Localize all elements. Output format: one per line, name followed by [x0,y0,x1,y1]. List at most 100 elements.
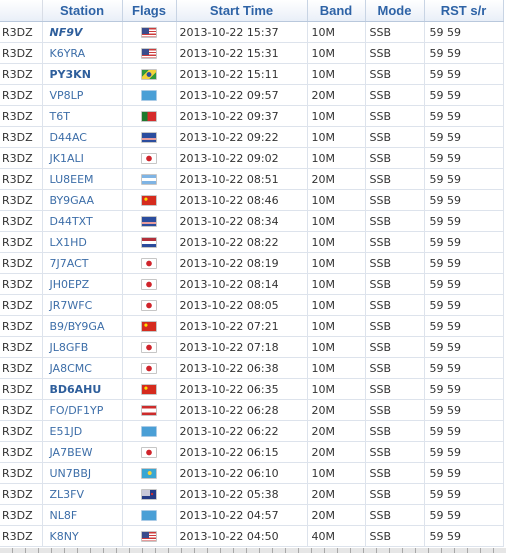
operator-callsign: R3DZ [0,273,43,295]
rst-report: 59 59 [424,378,504,400]
station-link[interactable]: D44TXT [49,214,93,228]
brazil-flag-icon [141,69,157,80]
station-link[interactable]: VP8LP [49,88,84,102]
flag-cell [122,210,177,232]
station-link[interactable]: PY3KN [49,67,91,81]
rst-report: 59 59 [424,462,504,484]
start-time: 2013-10-22 08:14 [176,273,308,295]
operator-callsign: R3DZ [0,504,43,526]
start-time: 2013-10-22 06:28 [176,399,308,421]
operator-callsign: R3DZ [0,462,43,484]
flag-cell [122,483,177,505]
argentina-flag-icon [141,174,157,185]
operator-callsign: R3DZ [0,525,43,547]
station-link[interactable]: JH0EPZ [49,277,90,291]
station-link[interactable]: K6YRA [49,46,86,60]
us-flag-icon [141,48,157,59]
station-link[interactable]: K8NY [49,529,79,543]
station-link[interactable]: UN7BBJ [49,466,92,480]
station-link[interactable]: BD6AHU [49,382,102,396]
mode: SSB [365,462,425,484]
mode: SSB [365,168,425,190]
band: 10M [307,105,366,127]
station-link[interactable]: JL8GFB [49,340,89,354]
header-mode[interactable]: Mode [365,0,425,22]
operator-callsign: R3DZ [0,336,43,358]
rst-report: 59 59 [424,168,504,190]
station-link[interactable]: JA8CMC [49,361,92,375]
mode: SSB [365,252,425,274]
station-cell: JR7WFC [42,294,123,316]
station-cell: JA7BEW [42,441,123,463]
station-cell: NL8F [42,504,123,526]
start-time: 2013-10-22 06:10 [176,462,308,484]
station-cell: PY3KN [42,63,123,85]
operator-callsign: R3DZ [0,105,43,127]
start-time: 2013-10-22 04:57 [176,504,308,526]
operator-callsign: R3DZ [0,84,43,106]
horizontal-scrollbar[interactable] [0,548,506,553]
station-link[interactable]: ZL3FV [49,487,85,501]
flag-cell [122,42,177,64]
station-link[interactable]: NL8F [49,508,78,522]
station-cell: LU8EEM [42,168,123,190]
station-link[interactable]: D44AC [49,130,87,144]
station-cell: JA8CMC [42,357,123,379]
station-link[interactable]: FO/DF1YP [49,403,104,417]
station-cell: VP8LP [42,84,123,106]
station-link[interactable]: T6T [49,109,70,123]
mode: SSB [365,21,425,43]
flag-cell [122,378,177,400]
station-cell: E51JD [42,420,123,442]
flag-cell [122,231,177,253]
operator-callsign: R3DZ [0,189,43,211]
band: 10M [307,42,366,64]
station-link[interactable]: E51JD [49,424,83,438]
table-row: R3DZ D44TXT 2013-10-22 08:34 10M SSB 59 59 [0,210,504,232]
station-link[interactable]: LU8EEM [49,172,94,186]
station-link[interactable]: 7J7ACT [49,256,89,270]
start-time: 2013-10-22 07:18 [176,336,308,358]
operator-callsign: R3DZ [0,63,43,85]
operator-callsign: R3DZ [0,252,43,274]
band: 10M [307,21,366,43]
flag-cell [122,105,177,127]
china-flag-icon [141,321,157,332]
flag-cell [122,252,177,274]
header-station[interactable]: Station [42,0,123,22]
station-link[interactable]: JA7BEW [49,445,93,459]
band: 10M [307,231,366,253]
band: 10M [307,462,366,484]
table-header-row: Station Flags Start Time Band Mode RST s… [0,0,504,22]
station-link[interactable]: JR7WFC [49,298,93,312]
table-row: R3DZ NF9V 2013-10-22 15:37 10M SSB 59 59 [0,21,504,43]
station-cell: T6T [42,105,123,127]
station-link[interactable]: NF9V [49,25,83,39]
header-rst[interactable]: RST s/r [424,0,504,22]
operator-callsign: R3DZ [0,378,43,400]
start-time: 2013-10-22 08:51 [176,168,308,190]
start-time: 2013-10-22 08:22 [176,231,308,253]
table-row: R3DZ PY3KN 2013-10-22 15:11 10M SSB 59 59 [0,63,504,85]
flag-cell [122,126,177,148]
table-row: R3DZ JK1ALI 2013-10-22 09:02 10M SSB 59 59 [0,147,504,169]
un-flag-icon [141,510,157,521]
station-cell: 7J7ACT [42,252,123,274]
station-link[interactable]: B9/BY9GA [49,319,105,333]
start-time: 2013-10-22 06:35 [176,378,308,400]
header-start-time[interactable]: Start Time [176,0,308,22]
mode: SSB [365,399,425,421]
band: 10M [307,126,366,148]
rst-report: 59 59 [424,210,504,232]
table-row: R3DZ E51JD 2013-10-22 06:22 20M SSB 59 59 [0,420,504,442]
station-link[interactable]: LX1HD [49,235,87,249]
header-band[interactable]: Band [307,0,366,22]
netherlands-flag-icon [141,237,157,248]
rst-report: 59 59 [424,357,504,379]
operator-callsign: R3DZ [0,21,43,43]
table-row: R3DZ LU8EEM 2013-10-22 08:51 20M SSB 59 59 [0,168,504,190]
station-link[interactable]: BY9GAA [49,193,95,207]
new-zealand-flag-icon [141,489,157,500]
station-link[interactable]: JK1ALI [49,151,84,165]
mode: SSB [365,378,425,400]
